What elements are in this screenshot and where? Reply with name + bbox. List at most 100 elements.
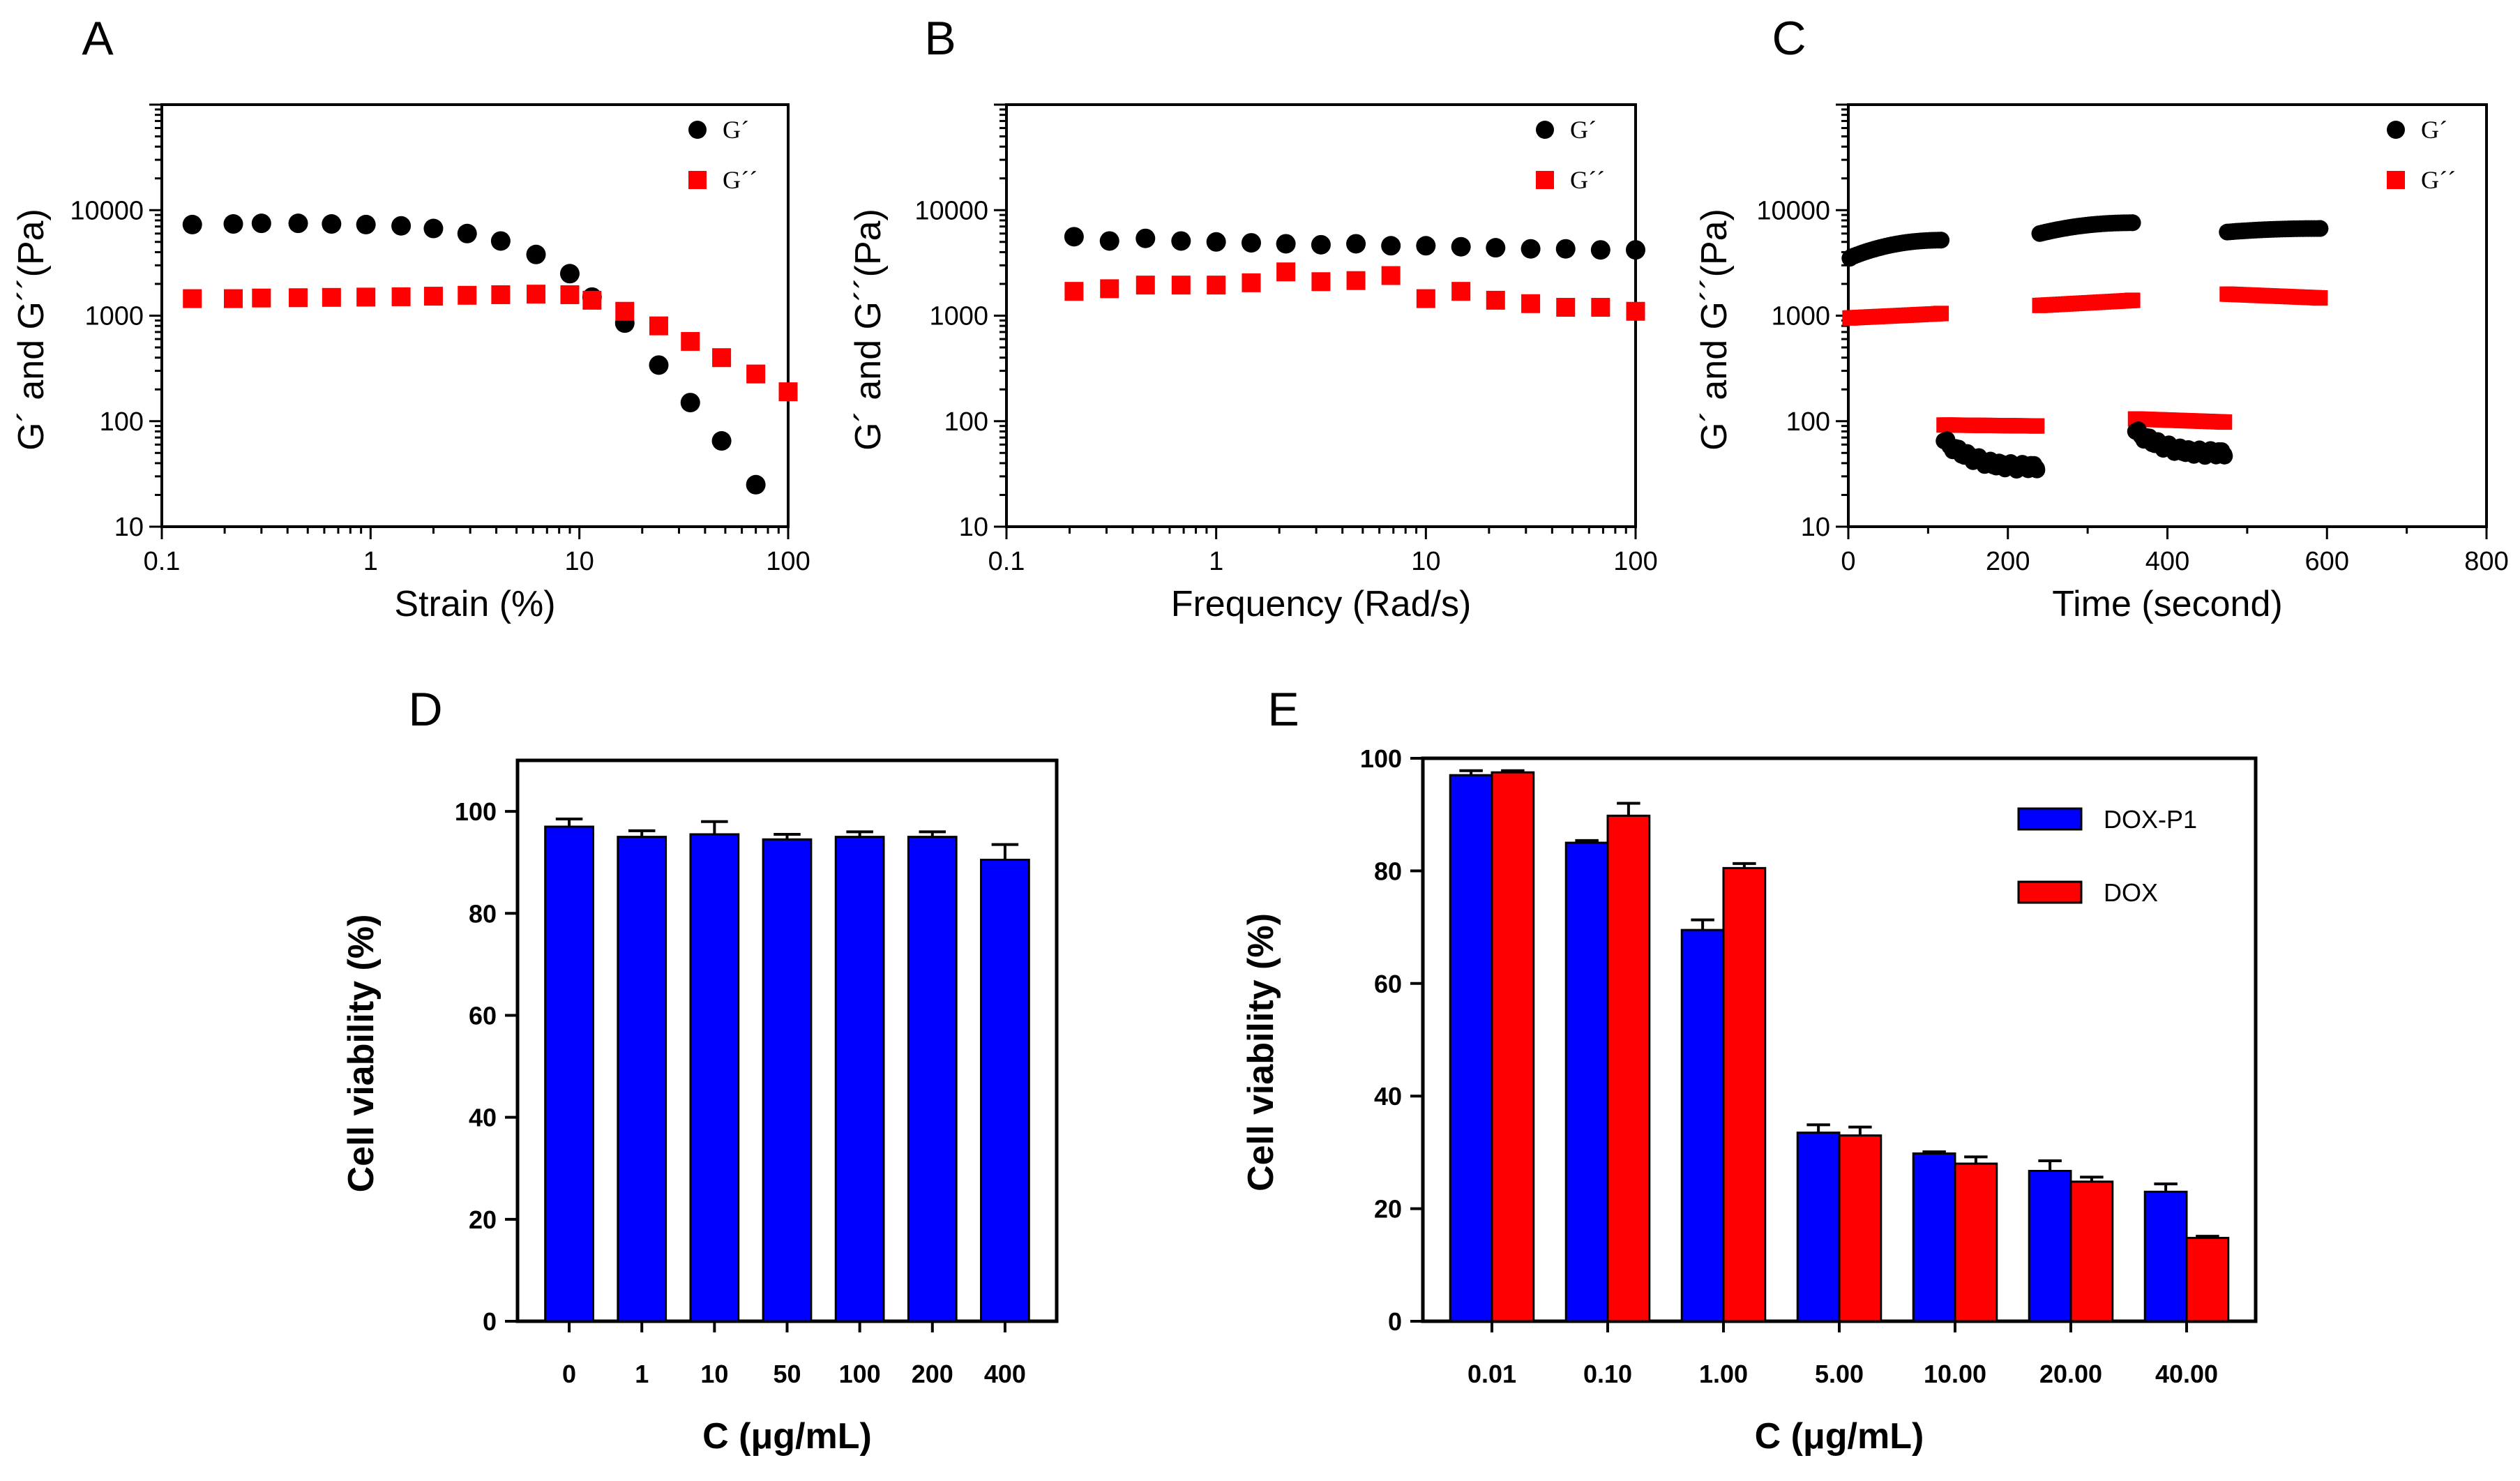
data-point-circle [526, 244, 546, 264]
bar [1912, 1152, 1956, 1323]
bar [1954, 1162, 1998, 1323]
data-point-square [391, 287, 411, 306]
x-tick-label: 40.00 [2155, 1360, 2218, 1388]
bar [689, 833, 740, 1323]
y-tick-label: 10000 [1756, 196, 1830, 225]
data-point-square [2216, 414, 2232, 430]
data-point-square [1100, 279, 1119, 299]
legend: G´ G´´ [688, 116, 757, 194]
y-tick-label: 80 [1374, 857, 1402, 885]
y-tick-label: 10 [959, 513, 988, 542]
bar [2143, 1190, 2188, 1323]
data-point-circle [2311, 220, 2328, 237]
y-tick-label: 80 [469, 899, 497, 928]
y-tick-label: 10000 [70, 196, 144, 225]
data-point-square [252, 288, 271, 308]
y-tick-label: 20 [1374, 1195, 1402, 1224]
data-point-square [1536, 171, 1554, 189]
data-point-circle [688, 121, 707, 139]
data-point-circle [559, 264, 580, 284]
data-point-circle [457, 223, 477, 243]
y-tick-label: 40 [1374, 1082, 1402, 1111]
panel-E: E 0 20 40 60 80 100 0.01 0.10 1.00 5.00 10.00 20.00 4… [1241, 683, 2258, 1457]
plot-frame [160, 103, 790, 528]
legend-label: G´ [1570, 116, 1597, 144]
plot-frame [1005, 103, 1637, 528]
y-tick-label: 1000 [929, 302, 988, 331]
data-point-circle [182, 214, 202, 234]
y-tick-label: 60 [469, 1001, 497, 1030]
y-tick-label: 40 [469, 1104, 497, 1132]
panel-letter: B [924, 12, 956, 65]
x-tick-label: 1.00 [1699, 1360, 1748, 1388]
panel-D: D 0 20 40 60 80 100 0 1 10 50 100 200 400 C (μg/mL) Cel… [341, 683, 1059, 1457]
x-tick-label: 10 [700, 1360, 728, 1388]
bar [2028, 1170, 2072, 1323]
y-tick-label: 100 [100, 407, 144, 437]
series-g-prime [1064, 227, 1645, 260]
legend-swatch [2017, 880, 2083, 904]
data-point-circle [356, 214, 376, 234]
data-point-circle [1536, 121, 1554, 139]
y-tick-label: 10000 [914, 196, 988, 225]
data-point-square [615, 301, 635, 321]
bar [1606, 814, 1651, 1323]
data-point-square [2387, 171, 2405, 189]
x-tick-label: 0.1 [144, 547, 181, 576]
data-point-circle [391, 216, 412, 236]
x-tick-label: 0.01 [1468, 1360, 1516, 1388]
legend-swatch [2017, 807, 2083, 831]
bar [834, 836, 885, 1323]
data-point-square [582, 290, 602, 310]
data-point-square [423, 287, 443, 306]
data-point-circle [1416, 236, 1436, 256]
data-point-square [1451, 282, 1471, 301]
y-axis-label: Cell viability (%) [341, 915, 382, 1193]
legend: G´ G´´ [2387, 116, 2456, 194]
panel-C: C 10 100 1000 10000 0 200 400 600 800 Time (second… [1694, 12, 2509, 624]
x-axis-label: C (μg/mL) [702, 1416, 872, 1457]
data-point-circle [649, 355, 669, 375]
data-point-circle [680, 393, 700, 413]
bar [1680, 929, 1725, 1323]
legend-label: G´ [723, 116, 749, 144]
data-point-circle [1521, 239, 1541, 259]
data-point-square [649, 316, 668, 336]
y-tick-label: 100 [1360, 744, 1402, 773]
bar [2069, 1180, 2114, 1323]
data-point-square [322, 287, 341, 307]
data-point-square [1346, 271, 1366, 290]
data-point-circle [1381, 236, 1401, 256]
data-point-circle [1932, 232, 1949, 249]
data-point-square [2028, 418, 2044, 434]
x-tick-label: 10 [1411, 547, 1440, 576]
x-tick-label: 0.10 [1583, 1360, 1632, 1388]
data-point-circle [1135, 228, 1156, 248]
data-point-square [1556, 298, 1576, 317]
y-tick-label: 100 [1786, 407, 1830, 437]
data-point-circle [490, 231, 511, 251]
data-point-circle [1241, 233, 1261, 253]
panel-letter: C [1772, 12, 1806, 65]
x-tick-label: 0 [1841, 547, 1855, 576]
panel-letter: A [82, 12, 114, 65]
legend: G´ G´´ [1536, 116, 1605, 194]
data-point-square [289, 288, 308, 308]
y-axis-label: G´ and G´´(Pa) [11, 209, 52, 451]
data-point-square [183, 289, 202, 308]
legend-label: G´ [2421, 116, 2447, 144]
data-point-square [527, 285, 546, 304]
panel-B: B 10 100 1000 10000 0.1 1 10 100 Frequency (Rad/s… [848, 12, 1658, 624]
data-point-square [2125, 292, 2141, 308]
y-axis-label: G´ and G´´(Pa) [848, 209, 889, 451]
data-point-square [2311, 290, 2327, 306]
data-point-square [1171, 276, 1191, 295]
legend-label: G´´ [2421, 166, 2456, 194]
bar [907, 836, 958, 1323]
data-point-square [1381, 266, 1401, 285]
y-tick-label: 100 [944, 407, 988, 437]
data-point-circle [2215, 446, 2233, 463]
x-tick-label: 0.1 [988, 547, 1025, 576]
data-point-square [746, 364, 766, 384]
